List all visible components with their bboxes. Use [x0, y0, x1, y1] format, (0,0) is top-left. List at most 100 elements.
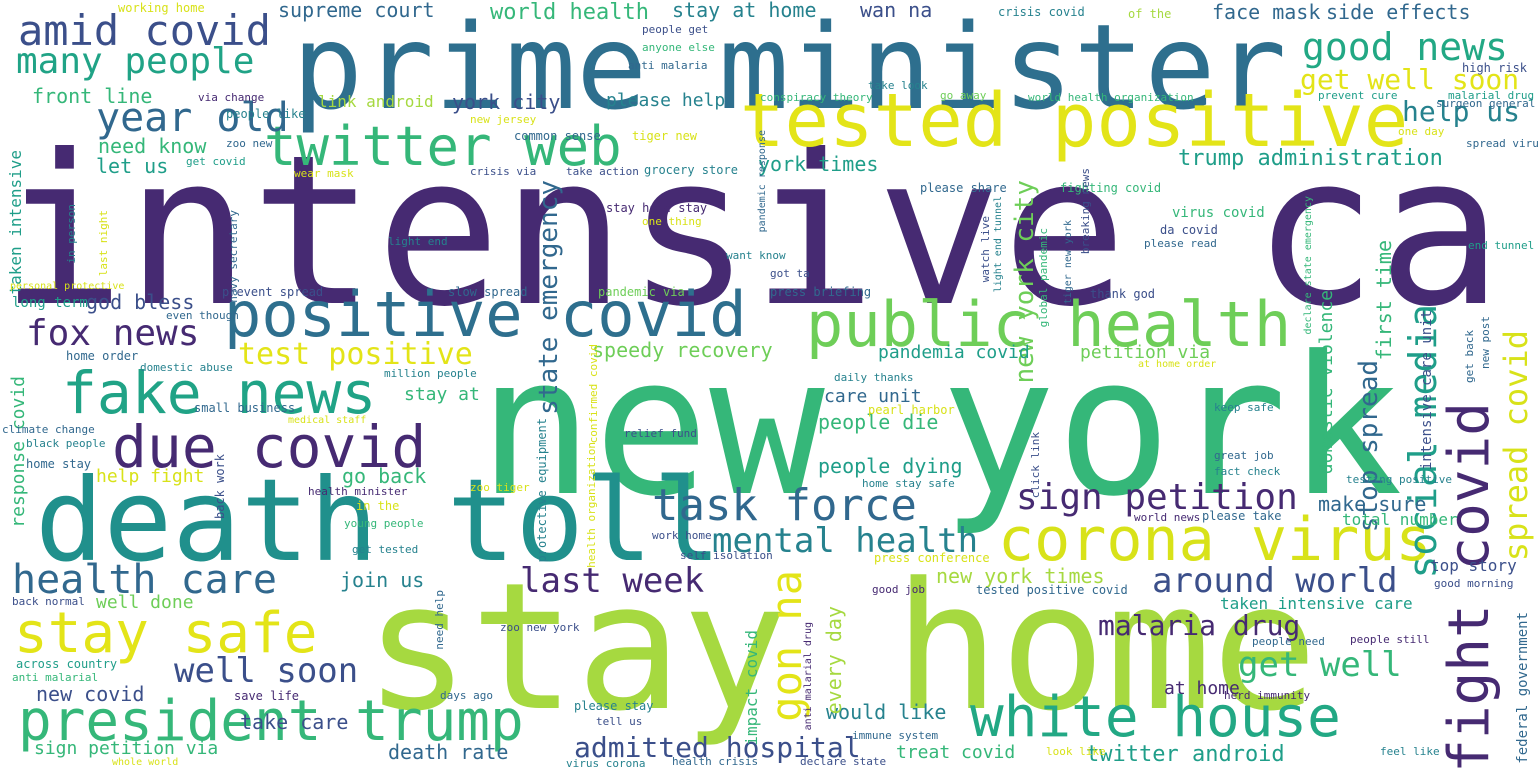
- word-intensive-care: intensive care: [0, 111, 1539, 353]
- word-working-home: working home: [118, 1, 205, 15]
- word-top-story: top story: [1430, 556, 1517, 575]
- word-prevent-cure: prevent cure: [1318, 89, 1398, 102]
- word-da-covid: da covid: [1160, 223, 1218, 237]
- word-surgeon-general: surgeon general: [1436, 97, 1536, 110]
- word-tiger-new-york: tiger new york: [1063, 220, 1074, 305]
- word-total-number: total number: [1342, 510, 1458, 529]
- word-back-normal: back normal: [12, 595, 85, 608]
- word-anti-malaria: anti malaria: [628, 59, 708, 72]
- word-click-link: click link: [1029, 432, 1042, 499]
- word-taken-intensive: taken intensive: [6, 150, 25, 295]
- word-stay-home-stay: stay home stay: [606, 201, 708, 215]
- word-due-covid: due covid: [112, 413, 427, 481]
- word-spread-covid: spread covid: [1497, 330, 1535, 562]
- word-world-news: world news: [1134, 511, 1201, 524]
- word-health-minister: health minister: [308, 485, 408, 498]
- word-press-conference: press conference: [874, 551, 990, 565]
- word-anti-malarial-drug: anti malarial drug: [803, 622, 814, 731]
- word-death-toll: death toll: [35, 454, 722, 587]
- word-wear-mask: wear mask: [294, 167, 354, 180]
- word-grocery-store: grocery store: [644, 163, 738, 177]
- word-go-away: go away: [940, 89, 987, 102]
- word-new-york: new york: [478, 316, 1403, 539]
- word-fox-news: fox news: [26, 313, 200, 354]
- word-whole-world: whole world: [112, 757, 179, 768]
- word-wan-na: wan na: [860, 0, 933, 22]
- word-daily-thanks: daily thanks: [834, 371, 914, 384]
- word-people-like: people like: [226, 107, 306, 121]
- word-every-day: every day: [822, 606, 846, 715]
- word-pandemic-via: pandemic via: [598, 285, 685, 299]
- word-black-people: black people: [26, 437, 106, 450]
- word-please-take: please take: [1202, 509, 1282, 523]
- word-people-need: people need: [1252, 635, 1325, 648]
- word-save-life: save life: [234, 689, 300, 703]
- word-personal-protective: personal protective: [10, 281, 125, 292]
- word-back-work: back work: [213, 454, 227, 520]
- word-one-thing: one thing: [642, 215, 702, 228]
- word-stay-safe: stay safe: [14, 601, 318, 666]
- word-many-people: many people: [16, 41, 255, 82]
- word-work-home: work home: [652, 529, 712, 542]
- word-people-get: people get: [642, 23, 709, 36]
- word-stay-at: stay at: [404, 384, 480, 405]
- word-york-times: york times: [758, 152, 879, 176]
- word-virus-corona: virus corona: [566, 757, 646, 770]
- word-last-night: last night: [97, 210, 110, 277]
- word-confirmed-covid: confirmed covid: [587, 344, 600, 444]
- word-health-organization: health organization: [585, 442, 598, 568]
- word-protective-equipment: protective equipment: [535, 418, 549, 563]
- word-in-the: in the: [356, 499, 400, 513]
- word-via-change: via change: [198, 91, 265, 104]
- word-go-back: go back: [342, 464, 427, 488]
- word-spread-virus: spread virus: [1466, 137, 1539, 150]
- word-across-country: across country: [16, 657, 118, 671]
- word-death-rate: death rate: [388, 740, 509, 764]
- word-new-york-times: new york times: [936, 564, 1105, 588]
- word-domestic-violence: domestic violence: [1316, 290, 1337, 475]
- word-please-read: please read: [1144, 237, 1217, 250]
- word-people-die: people die: [818, 410, 939, 434]
- word-zoo-tiger: zoo tiger: [470, 481, 530, 494]
- word-new-covid: new covid: [36, 682, 145, 706]
- word-world-health: world health: [490, 0, 649, 25]
- word-white-house: white house: [970, 685, 1341, 750]
- word-declare-state-emergency: declare state emergency: [1303, 196, 1314, 335]
- word-prime-minister: prime minister: [292, 0, 1287, 136]
- word-get-well-soon: get well soon: [1300, 63, 1520, 96]
- word-feel-like: feel like: [1380, 745, 1440, 758]
- word-front-line: front line: [32, 84, 153, 108]
- word-help-fight: help fight: [96, 466, 205, 487]
- word-tell-us: tell us: [596, 715, 643, 728]
- word-federal-government: federal government: [1515, 612, 1531, 764]
- word-twitter-web: twitter web: [264, 115, 622, 178]
- word-health-crisis: health crisis: [672, 755, 759, 768]
- word-at-home-order: at home order: [1138, 359, 1217, 370]
- word-pandemic-response: pandemic response: [757, 130, 768, 233]
- word-breaking-news: breaking news: [1079, 168, 1092, 255]
- word-people-still: people still: [1350, 633, 1430, 646]
- word-light-end: light end: [388, 235, 448, 248]
- word-good-news: good news: [1302, 25, 1508, 69]
- word-long-term: long term: [12, 295, 88, 311]
- word-health-care: health care: [12, 557, 277, 603]
- word-pandemia-covid: pandemia covid: [878, 342, 1030, 363]
- word-admitted-hospital: admitted hospital: [574, 731, 861, 764]
- word-end-tunnel: end tunnel: [1468, 239, 1535, 252]
- word-medical-staff: medical staff: [288, 415, 367, 426]
- word-got-ta: got ta: [770, 267, 810, 280]
- word-relief-fund: relief fund: [624, 427, 697, 440]
- word-tiger-new: tiger new: [632, 129, 698, 143]
- word-small-business: small business: [194, 401, 296, 415]
- word-help-us: help us: [1402, 95, 1521, 128]
- word-well-done: well done: [96, 592, 194, 613]
- word-home-stay-safe: home stay safe: [862, 477, 955, 490]
- word-global-pandemic: global pandemic: [1037, 228, 1050, 328]
- word-conspiracy-theory: conspiracy theory: [760, 91, 873, 104]
- word-declare-state: declare state: [800, 755, 887, 768]
- word-public-health: public health: [806, 288, 1292, 361]
- word-zoo-new: zoo new: [226, 137, 273, 150]
- word-link-android: link android: [318, 92, 434, 111]
- word-year-old: year old: [96, 95, 289, 141]
